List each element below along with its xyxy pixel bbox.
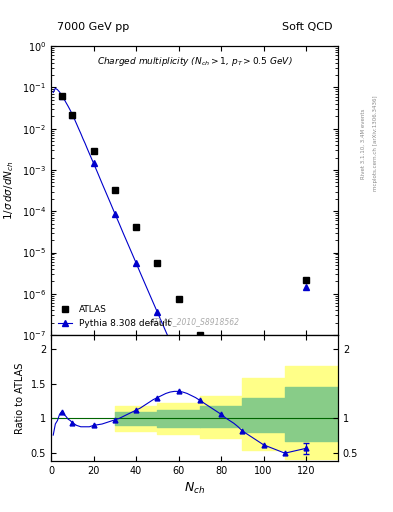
Text: 7000 GeV pp: 7000 GeV pp [57,22,129,32]
Y-axis label: Ratio to ATLAS: Ratio to ATLAS [15,362,25,434]
Legend: ATLAS, Pythia 8.308 default: ATLAS, Pythia 8.308 default [55,303,174,331]
X-axis label: $N_{ch}$: $N_{ch}$ [184,481,205,496]
Text: Charged multiplicity ($N_{ch} > 1$, $p_T > 0.5$ GeV): Charged multiplicity ($N_{ch} > 1$, $p_T… [97,55,292,68]
Text: Rivet 3.1.10, 3.4M events: Rivet 3.1.10, 3.4M events [361,108,366,179]
Y-axis label: $1/\sigma\,d\sigma/dN_{ch}$: $1/\sigma\,d\sigma/dN_{ch}$ [3,161,17,220]
Text: ATLAS_2010_S8918562: ATLAS_2010_S8918562 [149,317,240,327]
Text: mcplots.cern.ch [arXiv:1306.3436]: mcplots.cern.ch [arXiv:1306.3436] [373,96,378,191]
Text: Soft QCD: Soft QCD [282,22,332,32]
